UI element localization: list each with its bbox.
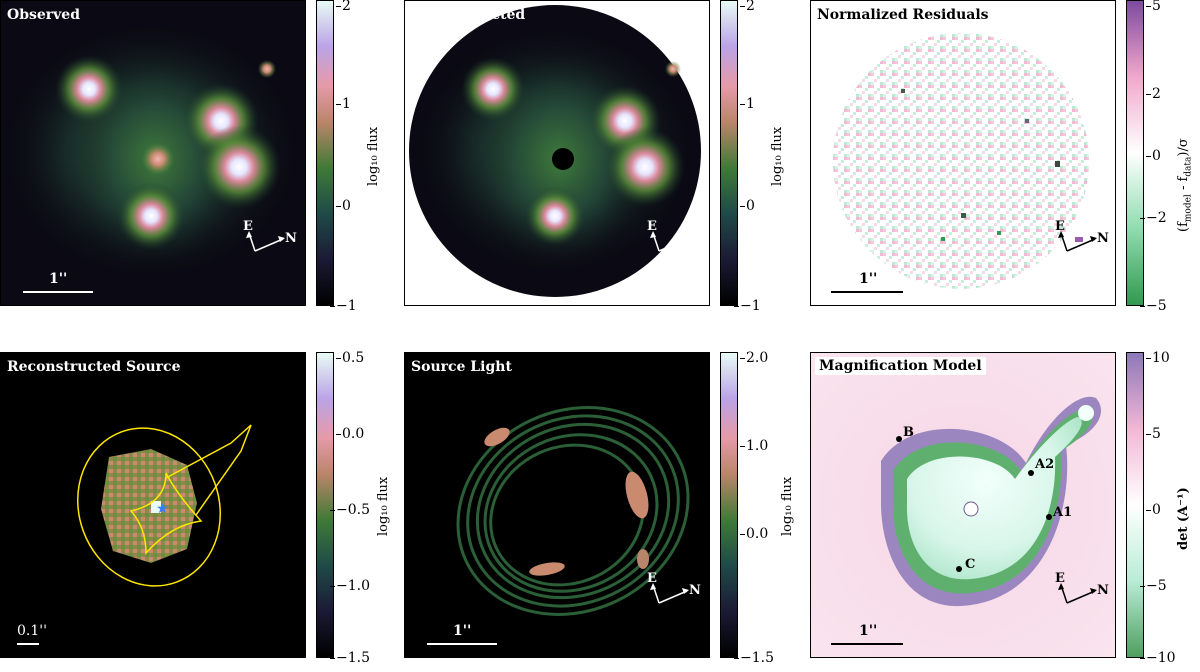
tick: 0.0 [335, 426, 365, 442]
colorbar-ticks-reconstructed: 2 1 0 −1 [734, 0, 806, 314]
tick: 0 [1146, 502, 1161, 518]
compass: E N [643, 571, 703, 621]
tick: 10 [1146, 350, 1170, 366]
panel-title: Reconstructed [411, 7, 526, 23]
tick: 0.0 [739, 526, 769, 542]
east-label: E [1055, 219, 1065, 234]
colorbar-ticks-source-light: 2.0 1.0 0.0 −1.5 [734, 350, 806, 666]
tick: 0 [336, 198, 351, 214]
colorbar-observed [316, 0, 334, 306]
tick: −0.5 [330, 502, 370, 518]
scale-label: 1'' [49, 271, 68, 287]
colorbar-reconstructed-source [316, 352, 334, 658]
colorbar-label-source-light: log₁₀ flux [780, 476, 795, 536]
tick: −2 [1140, 210, 1167, 226]
svg-text:★: ★ [156, 501, 169, 517]
colorbar-label-reconstructed: log₁₀ flux [770, 126, 785, 186]
reconstructed-source-image: ★ [1, 353, 305, 657]
tick: 2 [1146, 86, 1161, 102]
tick: 1 [740, 96, 755, 112]
image-label-c: C [965, 557, 976, 572]
north-label: N [285, 231, 297, 246]
image-label-b: B [903, 425, 914, 440]
magnification-image [811, 353, 1115, 657]
tick: 2.0 [739, 350, 769, 366]
panel-residuals: Normalized Residuals 1'' E N [810, 0, 1116, 306]
tick: 0.5 [335, 350, 365, 366]
colorbar-label-reconstructed-source: log₁₀ flux [376, 476, 391, 536]
north-label: N [1097, 231, 1109, 246]
panel-title: Normalized Residuals [817, 7, 989, 23]
colorbar-label-residuals: (fmodel - fdata)/σ [1176, 138, 1194, 232]
north-label: N [689, 583, 701, 598]
tick: 5 [1146, 0, 1161, 14]
scale-label: 0.1'' [17, 623, 47, 639]
compass: E N [1051, 219, 1111, 269]
tick: −10 [1140, 650, 1176, 666]
tick: −1.0 [330, 578, 370, 594]
image-label-a2: A2 [1035, 457, 1055, 472]
reconstructed-image [405, 1, 709, 305]
colorbar-ticks-magnification: 10 5 0 −5 −10 [1140, 350, 1200, 666]
source-light-image [405, 353, 709, 657]
tick: 0 [740, 198, 755, 214]
scale-label: 1'' [859, 271, 878, 287]
panel-observed: Observed 1'' E N [0, 0, 306, 306]
residuals-image [811, 1, 1115, 305]
colorbar-reconstructed [720, 0, 738, 306]
tick: −1 [330, 298, 357, 314]
east-label: E [1055, 571, 1065, 586]
tick: 1 [336, 96, 351, 112]
colorbar-residuals [1126, 0, 1144, 306]
north-label: N [689, 231, 701, 246]
panel-reconstructed-source: ★ Reconstructed Source 0.1'' [0, 352, 306, 658]
tick: 2 [740, 0, 755, 14]
tick: 2 [336, 0, 351, 14]
north-label: N [1097, 583, 1109, 598]
scale-label: 1'' [859, 623, 878, 639]
panel-source-light: Source Light 1'' E N [404, 352, 710, 658]
tick: −1.5 [330, 650, 370, 666]
colorbar-source-light [720, 352, 738, 658]
tick: 5 [1146, 426, 1161, 442]
scale-label: 1'' [453, 271, 472, 287]
east-label: E [647, 219, 657, 234]
colorbar-ticks-observed: 2 1 0 −1 [330, 0, 402, 314]
panel-reconstructed: Reconstructed 1'' E N [404, 0, 710, 306]
panel-title: Magnification Model [815, 357, 986, 375]
tick: 1.0 [739, 438, 769, 454]
tick: −1.5 [734, 650, 774, 666]
tick: 0 [1146, 148, 1161, 164]
colorbar-ticks-residuals: 5 2 0 −2 −5 [1140, 0, 1200, 314]
colorbar-magnification [1126, 352, 1144, 658]
compass: E N [1051, 571, 1111, 621]
colorbar-label-observed: log₁₀ flux [366, 126, 381, 186]
panel-title: Reconstructed Source [7, 359, 181, 375]
panel-title: Source Light [411, 359, 512, 375]
compass: E N [239, 219, 299, 269]
panel-title: Observed [7, 7, 80, 23]
tick: −5 [1140, 298, 1167, 314]
panel-magnification-model: Magnification Model B A2 A1 C 1'' E N [810, 352, 1116, 658]
scale-label: 1'' [453, 623, 472, 639]
east-label: E [243, 219, 253, 234]
image-label-a1: A1 [1053, 505, 1073, 520]
compass: E N [643, 219, 703, 269]
colorbar-label-magnification: det (A⁻¹) [1176, 487, 1191, 550]
tick: −5 [1140, 578, 1167, 594]
observed-image [1, 1, 305, 305]
colorbar-ticks-reconstructed-source: 0.5 0.0 −0.5 −1.0 −1.5 [330, 350, 402, 666]
east-label: E [647, 571, 657, 586]
tick: −1 [734, 298, 761, 314]
